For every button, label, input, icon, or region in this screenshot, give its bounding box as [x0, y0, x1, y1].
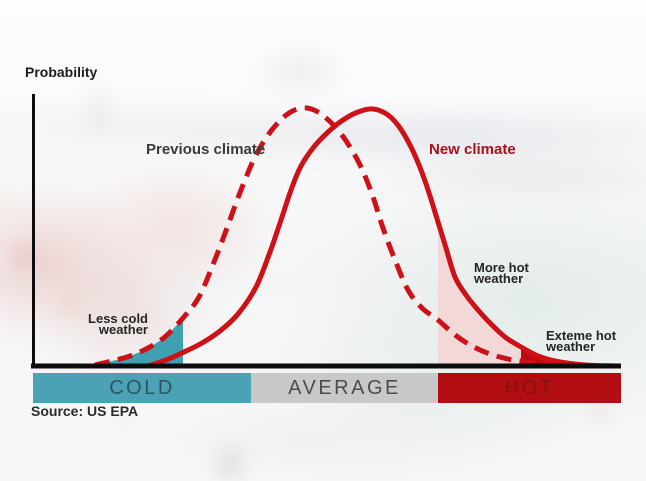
previous-climate-curve: [94, 105, 553, 368]
cold-band: COLD: [33, 373, 251, 403]
less-cold-area: [95, 318, 183, 366]
average-band-label: AVERAGE: [288, 376, 401, 399]
hot-band-label: HOT: [504, 376, 555, 399]
average-band: AVERAGE: [251, 373, 438, 403]
exteme-hot-weather-annotation: Exteme hot weather: [546, 328, 617, 354]
annotation-line: weather: [474, 271, 524, 286]
exteme-hot-area: [521, 347, 617, 366]
cold-band-label: COLD: [109, 376, 175, 399]
annotation-line: More hot: [474, 260, 529, 275]
more-hot-weather-annotation: More hot weather: [474, 260, 529, 286]
source-credit: Source: US EPA: [31, 403, 139, 419]
annotation-line: Less cold: [88, 311, 148, 326]
more-hot-area: [438, 222, 617, 366]
annotation-line: weather: [98, 322, 148, 337]
less-cold-weather-annotation: Less cold weather: [58, 311, 148, 337]
new-climate-label: New climate: [429, 141, 516, 158]
hot-band: HOT: [438, 373, 621, 403]
new-climate-curve: [147, 106, 618, 369]
y-axis-label: Probability: [25, 64, 98, 80]
annotation-line: Exteme hot: [546, 328, 617, 343]
previous-climate-label: Previous climate: [146, 141, 266, 158]
annotation-line: weather: [546, 339, 596, 354]
